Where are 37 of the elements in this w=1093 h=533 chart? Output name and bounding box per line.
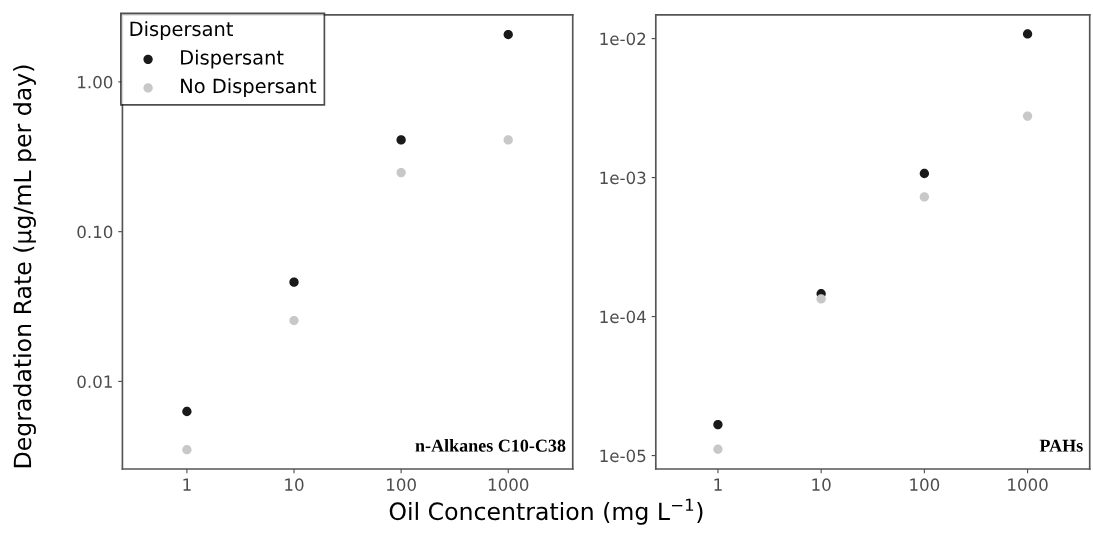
point	[919, 192, 930, 202]
point	[713, 419, 723, 430]
x-axis-title: Oil Concentration (mg L$^{−1}$)	[389, 498, 703, 525]
x-tick-label: 10	[285, 478, 304, 491]
legend-label: No Dispersant	[181, 78, 317, 98]
y-tick-label: 0.10	[77, 225, 113, 239]
point	[713, 444, 723, 454]
point	[919, 168, 930, 179]
x-tick-label: 10	[812, 478, 831, 491]
legend-title: Dispersant	[130, 21, 233, 40]
x-tick-label: 1000	[488, 478, 529, 491]
x-tick-label: 1	[183, 478, 191, 491]
point	[396, 167, 406, 178]
legend-label: Dispersant	[181, 49, 284, 69]
point	[503, 29, 513, 40]
point	[503, 135, 513, 145]
point	[396, 135, 406, 145]
y-tick-label: 1e-03	[600, 171, 646, 185]
y-axis-title: Degradation Rate (μg/mL per day)	[13, 65, 36, 468]
annotation: PAHs	[1039, 439, 1083, 452]
point	[182, 406, 192, 417]
x-tick-label: 100	[387, 478, 416, 491]
point	[1022, 29, 1033, 39]
x-tick-label: 1	[714, 478, 722, 491]
x-tick-label: 1000	[1008, 478, 1048, 491]
y-tick-label: 0.01	[77, 375, 112, 388]
x-tick-label: 100	[910, 478, 940, 491]
point	[289, 315, 299, 326]
point	[816, 294, 826, 304]
y-tick-label: 1e-02	[600, 32, 646, 46]
point	[182, 445, 192, 455]
y-tick-label: 1e-05	[600, 449, 646, 463]
y-tick-label: 1e-04	[600, 310, 646, 324]
point	[1022, 111, 1033, 121]
point	[289, 277, 299, 287]
y-tick-label: 1.00	[78, 75, 113, 89]
annotation: n-Alkanes C10-C38	[415, 439, 566, 452]
